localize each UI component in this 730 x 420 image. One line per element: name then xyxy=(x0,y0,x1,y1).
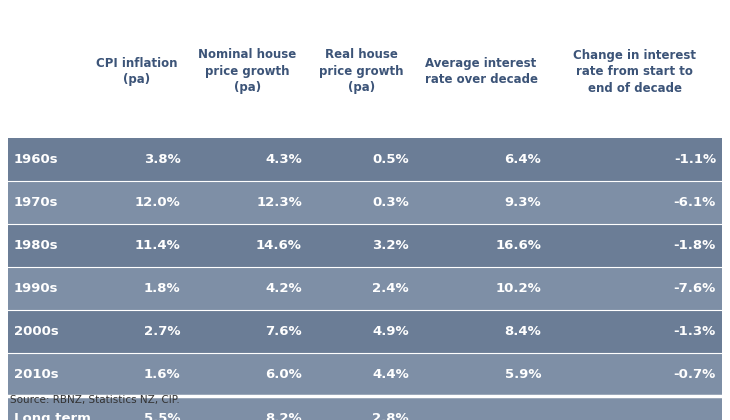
Text: 16.6%: 16.6% xyxy=(495,239,541,252)
Text: 2.7%: 2.7% xyxy=(144,325,180,338)
Text: 6.4%: 6.4% xyxy=(504,153,541,166)
Text: 1960s: 1960s xyxy=(14,153,58,166)
Bar xyxy=(8,224,722,267)
Text: 6.0%: 6.0% xyxy=(265,368,302,381)
Bar xyxy=(8,181,722,224)
Text: 8.4%: 8.4% xyxy=(504,325,541,338)
Text: Long term: Long term xyxy=(14,412,91,420)
Text: -1.1%: -1.1% xyxy=(674,153,716,166)
Text: 12.3%: 12.3% xyxy=(256,196,302,209)
Text: 2.8%: 2.8% xyxy=(372,412,409,420)
Text: 3.8%: 3.8% xyxy=(144,153,180,166)
Text: 3.2%: 3.2% xyxy=(372,239,409,252)
Text: 5.9%: 5.9% xyxy=(504,368,541,381)
Text: 1980s: 1980s xyxy=(14,239,58,252)
Text: 9.3%: 9.3% xyxy=(504,196,541,209)
Text: 1970s: 1970s xyxy=(14,196,58,209)
Text: 2010s: 2010s xyxy=(14,368,58,381)
Text: 10.2%: 10.2% xyxy=(496,282,541,295)
Bar xyxy=(8,310,722,353)
Text: 11.4%: 11.4% xyxy=(135,239,180,252)
Text: Average interest
rate over decade: Average interest rate over decade xyxy=(425,57,537,86)
Text: Change in interest
rate from start to
end of decade: Change in interest rate from start to en… xyxy=(573,48,696,94)
Text: 0.5%: 0.5% xyxy=(372,153,409,166)
Text: 4.4%: 4.4% xyxy=(372,368,409,381)
Text: 4.9%: 4.9% xyxy=(372,325,409,338)
Text: Nominal house
price growth
(pa): Nominal house price growth (pa) xyxy=(198,48,296,94)
Bar xyxy=(8,5,722,138)
Text: 8.2%: 8.2% xyxy=(265,412,302,420)
Text: -1.3%: -1.3% xyxy=(674,325,716,338)
Text: CPI inflation
(pa): CPI inflation (pa) xyxy=(96,57,177,86)
Text: -6.1%: -6.1% xyxy=(674,196,716,209)
Text: 1990s: 1990s xyxy=(14,282,58,295)
Text: Real house
price growth
(pa): Real house price growth (pa) xyxy=(319,48,404,94)
Bar xyxy=(8,138,722,181)
Bar xyxy=(8,267,722,310)
Text: Source: RBNZ, Statistics NZ, CIP.: Source: RBNZ, Statistics NZ, CIP. xyxy=(10,395,180,405)
Text: 1.6%: 1.6% xyxy=(144,368,180,381)
Bar xyxy=(8,353,722,396)
Text: 12.0%: 12.0% xyxy=(135,196,180,209)
Text: 2000s: 2000s xyxy=(14,325,58,338)
Text: 2.4%: 2.4% xyxy=(372,282,409,295)
Bar xyxy=(8,396,722,420)
Text: 0.3%: 0.3% xyxy=(372,196,409,209)
Text: 4.2%: 4.2% xyxy=(265,282,302,295)
Text: 1.8%: 1.8% xyxy=(144,282,180,295)
Text: 5.5%: 5.5% xyxy=(144,412,180,420)
Text: 4.3%: 4.3% xyxy=(265,153,302,166)
Text: 7.6%: 7.6% xyxy=(265,325,302,338)
Text: -7.6%: -7.6% xyxy=(674,282,716,295)
Text: -0.7%: -0.7% xyxy=(674,368,716,381)
Text: 14.6%: 14.6% xyxy=(256,239,302,252)
Text: -1.8%: -1.8% xyxy=(674,239,716,252)
